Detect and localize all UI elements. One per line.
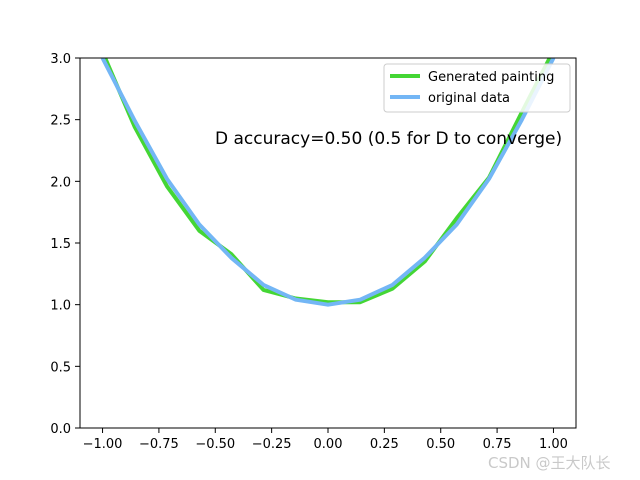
legend-box xyxy=(383,63,571,113)
y-tick-label: 0.5 xyxy=(50,360,71,375)
x-tick-label: −0.25 xyxy=(252,437,292,452)
y-tick-label: 1.0 xyxy=(50,299,71,314)
x-tick-label: −0.50 xyxy=(195,437,235,452)
y-axis: 0.0 0.5 1.0 1.5 2.0 2.5 3.0 xyxy=(50,52,80,437)
x-tick-label: 0.75 xyxy=(483,437,512,452)
x-tick-label: 0.00 xyxy=(314,437,343,452)
y-tick-label: 1.5 xyxy=(50,237,71,252)
y-tick-label: 3.0 xyxy=(50,52,71,67)
legend-label-generated-painting: Generated painting xyxy=(428,70,554,85)
x-tick-label: 1.00 xyxy=(539,437,568,452)
d-accuracy-annotation: D accuracy=0.50 (0.5 for D to converge) xyxy=(215,129,562,149)
x-tick-label: 0.25 xyxy=(370,437,399,452)
x-tick-label: 0.50 xyxy=(426,437,455,452)
series-line-original-data xyxy=(100,58,556,307)
y-tick-label: 0.0 xyxy=(50,422,71,437)
legend: Generated painting original data xyxy=(383,63,571,113)
x-tick-label: −1.00 xyxy=(83,437,123,452)
y-tick-label: 2.5 xyxy=(50,114,71,129)
legend-label-original-data: original data xyxy=(428,91,510,106)
watermark: CSDN @王大队长 xyxy=(488,454,611,472)
x-axis: −1.00 −0.75 −0.50 −0.25 0.00 0.25 0.50 0.75 1.00 xyxy=(83,428,568,452)
y-tick-label: 2.0 xyxy=(50,175,71,190)
x-tick-label: −0.75 xyxy=(139,437,179,452)
series-layer xyxy=(100,58,556,307)
plot-frame xyxy=(79,57,577,429)
